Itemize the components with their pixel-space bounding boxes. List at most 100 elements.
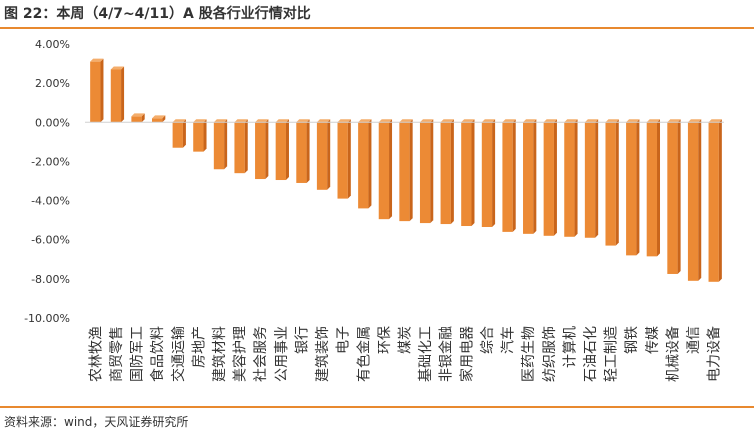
x-tick-label: 交通运输 [170, 326, 187, 382]
bar-top [90, 58, 104, 62]
bar-top [378, 119, 393, 123]
x-tick-label: 公用事业 [274, 326, 290, 382]
bar [543, 119, 557, 236]
x-tick-label: 纺织服饰 [542, 326, 558, 382]
bar-side [677, 119, 681, 274]
bar [419, 119, 434, 224]
x-tick-label: 有色金属 [355, 326, 372, 382]
bar [337, 119, 351, 199]
bar-face [584, 122, 596, 238]
x-tick-label: 建筑装饰 [315, 326, 331, 382]
y-tick-label: -8.00% [31, 273, 70, 286]
bar-top [481, 119, 496, 123]
bar [358, 119, 372, 209]
x-tick-label: 汽车 [500, 326, 517, 354]
bar-face [110, 69, 122, 123]
bar [275, 119, 289, 181]
x-tick-label: 房地产 [191, 326, 207, 368]
bar-top [708, 119, 722, 123]
bar [193, 119, 207, 152]
bar-face [193, 122, 204, 152]
bar-face [543, 122, 554, 236]
bar-side [162, 115, 166, 123]
bar-side [533, 119, 537, 234]
x-tick-label: 传媒 [645, 326, 661, 354]
bar-top [234, 119, 248, 123]
bar-side [574, 119, 578, 237]
bar [523, 119, 537, 234]
bar-top [523, 119, 537, 123]
bar [151, 115, 166, 123]
bar-side [265, 119, 269, 180]
x-tick-label: 建筑材料 [212, 326, 228, 382]
bar-side [203, 119, 207, 152]
bar-top [461, 119, 475, 123]
bar-face [234, 122, 245, 174]
bar-face [523, 122, 534, 234]
bar-top [337, 119, 351, 123]
bar-top [667, 119, 681, 123]
bar-side [224, 119, 228, 170]
x-tick-label: 社会服务 [253, 326, 269, 382]
y-axis: 4.00% 2.00% 0.00% -2.00% -4.00% -6.00% -8.00% -… [24, 38, 70, 325]
x-tick-label: 通信 [686, 326, 702, 354]
bar [131, 113, 145, 123]
bar-face [213, 122, 225, 170]
bar-top [687, 119, 702, 123]
bar-side [615, 119, 619, 246]
x-tick-label: 食品饮料 [149, 326, 166, 382]
bar-face [337, 122, 348, 199]
source-note: 资料来源：wind，天风证券研究所 [4, 415, 189, 429]
bar-face [646, 122, 658, 257]
bar-side [121, 66, 125, 123]
bar-top [213, 119, 228, 123]
bar-face [399, 122, 410, 222]
x-tick-label: 电力设备 [706, 326, 723, 382]
bar-top [296, 119, 310, 123]
bar [399, 119, 413, 222]
bar-face [378, 122, 390, 220]
bar-face [605, 122, 616, 246]
x-tick-label: 环保 [377, 326, 393, 354]
bar-top [131, 113, 145, 117]
bar-side [636, 119, 640, 256]
x-axis: 农林牧渔 商贸零售 国防军工 食品饮料 交通运输 房地产 建筑材料 美容护理 社会服务 公用事业银… [88, 326, 722, 382]
x-tick-label: 机械设备 [664, 326, 681, 382]
y-tick-label: 2.00% [35, 77, 70, 90]
bar [234, 119, 248, 174]
bar-face [419, 122, 431, 224]
bar [502, 119, 516, 232]
bar [584, 119, 599, 238]
bar-face [296, 122, 307, 183]
y-tick-label: -4.00% [31, 195, 70, 208]
bar-face [151, 118, 163, 123]
bar-top [419, 119, 434, 123]
bar-top [358, 119, 372, 123]
bar-side [595, 119, 599, 238]
bar-side [430, 119, 434, 224]
bar-face [275, 122, 286, 181]
bar [255, 119, 269, 180]
x-tick-label: 基础化工 [417, 326, 434, 382]
bar-top [275, 119, 289, 123]
bar [626, 119, 640, 256]
bar [564, 119, 578, 237]
x-tick-label: 石油石化 [583, 326, 599, 382]
y-tick-label: 0.00% [35, 116, 70, 129]
y-tick-label: -6.00% [31, 234, 70, 247]
bar [296, 119, 310, 183]
x-tick-label: 家用电器 [458, 326, 475, 382]
bar-side [409, 119, 413, 222]
bar-side [368, 119, 372, 209]
x-tick-label: 综合 [480, 326, 496, 354]
bar-side [657, 119, 661, 257]
bar [213, 119, 228, 170]
bar-face [255, 122, 266, 180]
x-tick-label: 煤炭 [398, 326, 414, 354]
bar-top [151, 115, 166, 119]
bar-face [90, 61, 101, 123]
bar-top [440, 119, 454, 123]
bar-side [141, 113, 145, 123]
bar-side [492, 119, 496, 227]
bar-face [502, 122, 513, 232]
